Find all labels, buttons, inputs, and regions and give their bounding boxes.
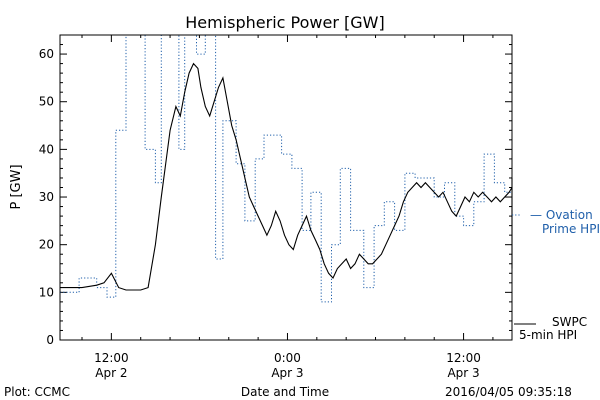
axis-ticks bbox=[60, 35, 512, 341]
x-tick-label-date: Apr 3 bbox=[447, 366, 479, 380]
legend-ovation-label-1: — Ovation bbox=[530, 208, 593, 222]
y-tick-label: 60 bbox=[39, 47, 54, 61]
x-axis-label: Date and Time bbox=[241, 385, 329, 399]
x-tick-label-time: 0:00 bbox=[274, 351, 301, 365]
plot-credit: Plot: CCMC bbox=[4, 385, 70, 399]
y-tick-label: 10 bbox=[39, 285, 54, 299]
y-tick-label: 30 bbox=[39, 190, 54, 204]
x-tick-label-date: Apr 3 bbox=[271, 366, 303, 380]
plot-timestamp: 2016/04/05 09:35:18 bbox=[445, 385, 572, 399]
legend-swpc-label-2: 5-min HPI bbox=[519, 328, 577, 342]
y-tick-label: 20 bbox=[39, 238, 54, 252]
series-swpc-line bbox=[60, 62, 513, 291]
y-tick-label: 50 bbox=[39, 95, 54, 109]
y-tick-label: 0 bbox=[46, 333, 54, 347]
x-tick-label-time: 12:00 bbox=[446, 351, 481, 365]
legend-swpc-label-1: SWPC bbox=[552, 315, 587, 329]
plot-frame bbox=[59, 34, 513, 341]
x-tick-label-date: Apr 2 bbox=[95, 366, 127, 380]
y-tick-label: 40 bbox=[39, 142, 54, 156]
y-axis-label: P [GW] bbox=[9, 164, 24, 209]
series-ovation-prime-line bbox=[60, 34, 513, 303]
plot-area bbox=[60, 34, 513, 303]
chart-title: Hemispheric Power [GW] bbox=[185, 13, 384, 32]
legend-ovation-label-2: Prime HPI bbox=[542, 222, 600, 236]
x-tick-label-time: 12:00 bbox=[94, 351, 129, 365]
